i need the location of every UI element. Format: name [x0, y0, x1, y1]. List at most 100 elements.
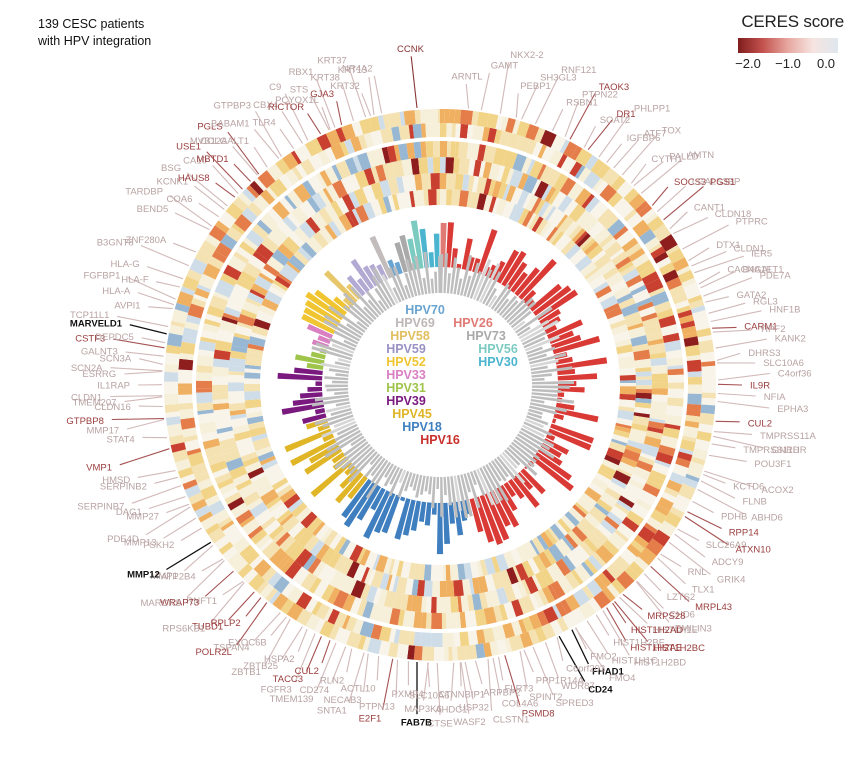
integration-bar	[476, 468, 495, 506]
ceres-heat-cell	[575, 148, 593, 167]
ceres-heat-cell	[399, 111, 406, 126]
ceres-heat-cell	[249, 555, 264, 569]
ceres-heat-cell	[560, 239, 577, 256]
ceres-heat-cell	[546, 226, 559, 242]
hpv-patient-bar	[294, 367, 323, 376]
ceres-heat-cell	[595, 230, 611, 245]
ceres-heat-cell	[444, 109, 450, 124]
integration-bar	[336, 423, 358, 436]
ceres-heat-cell	[282, 152, 299, 171]
ceres-heat-cell	[267, 232, 283, 247]
integration-bar	[531, 395, 575, 404]
integration-bar	[523, 421, 553, 437]
ceres-heat-cell	[301, 241, 317, 259]
ceres-heat-cell	[654, 459, 671, 468]
integration-bar	[493, 289, 512, 312]
ceres-heat-cell	[328, 220, 342, 238]
gene-label: CUL2	[295, 666, 319, 677]
gene-label: BEND5	[137, 204, 169, 215]
ceres-heat-cell	[631, 253, 650, 268]
hpv-patient-bar	[317, 335, 331, 345]
ceres-heat-cell	[599, 184, 617, 203]
hpv-center-label: HPV70	[405, 303, 445, 317]
ceres-heat-cell	[531, 536, 546, 554]
gene-label: CBX4	[253, 100, 278, 111]
ceres-heat-cell	[330, 200, 344, 218]
hpv-patient-bar	[492, 260, 506, 282]
ceres-heat-cell	[503, 550, 517, 569]
ceres-heat-cell	[290, 206, 309, 225]
ceres-heat-cell	[516, 580, 528, 598]
hpv-patient-bar	[550, 423, 594, 444]
integration-bar	[508, 444, 535, 468]
ceres-heat-cell	[516, 120, 530, 138]
gene-leader-line	[691, 250, 727, 267]
ceres-heat-cell	[623, 188, 639, 204]
ceres-heat-cell	[372, 587, 382, 605]
gene-label: EPHA3	[777, 404, 808, 415]
ceres-heat-cell	[396, 643, 409, 660]
ceres-heat-cell	[667, 365, 684, 370]
gene-label: STS	[290, 85, 308, 96]
ceres-heat-cell	[467, 158, 476, 176]
ceres-heat-cell	[245, 357, 262, 367]
integration-bar	[515, 436, 539, 454]
ceres-heat-cell	[178, 358, 194, 371]
ceres-heat-cell	[635, 459, 654, 473]
ceres-heat-cell	[592, 281, 609, 294]
ceres-heat-cell	[580, 561, 595, 577]
ceres-heat-cell	[344, 211, 356, 228]
ceres-heat-cell	[534, 570, 550, 589]
ceres-heat-cell	[421, 123, 427, 138]
hpv-patient-bar	[314, 289, 347, 316]
ceres-heat-cell	[414, 109, 422, 125]
integration-bar	[443, 476, 447, 496]
hpv-patient-bar	[531, 456, 574, 492]
ceres-heat-cell	[219, 482, 237, 495]
integration-bar	[488, 462, 502, 482]
ceres-heat-cell	[425, 123, 431, 138]
ceres-heat-cell	[288, 231, 305, 248]
ceres-heat-cell	[596, 163, 611, 179]
ceres-heat-cell	[423, 189, 429, 206]
gene-label: IGFBP6	[627, 133, 661, 144]
integration-bar	[450, 476, 459, 518]
hpv-patient-bar	[424, 502, 432, 526]
ceres-heat-cell	[342, 593, 356, 612]
hpv-patient-bar	[539, 308, 561, 325]
ceres-heat-cell	[572, 504, 587, 518]
hpv-patient-bar	[304, 447, 343, 475]
ceres-heat-cell	[198, 340, 216, 352]
ceres-heat-cell	[231, 283, 251, 300]
ceres-heat-cell	[239, 544, 254, 558]
ceres-heat-cell	[592, 551, 607, 567]
ceres-heat-cell	[479, 592, 489, 610]
ceres-heat-cell	[179, 352, 194, 361]
ceres-heat-cell	[518, 618, 527, 634]
gene-label: GRIK4	[717, 574, 746, 585]
ceres-heat-cell	[237, 563, 253, 579]
ceres-heat-cell	[401, 175, 410, 193]
ceres-heat-cell	[601, 167, 620, 187]
ceres-heat-cell	[469, 561, 480, 579]
ceres-heat-cell	[512, 565, 522, 582]
ceres-heat-cell	[352, 155, 363, 173]
ceres-heat-cell	[637, 526, 656, 544]
ceres-heat-cell	[341, 193, 356, 212]
ceres-heat-cell	[529, 539, 540, 556]
gene-label: FLRT3	[505, 684, 534, 695]
gene-leader-line	[651, 186, 669, 206]
ceres-heat-cell	[218, 541, 234, 555]
ceres-heat-cell	[213, 412, 231, 420]
ceres-heat-cell	[568, 203, 587, 223]
ceres-heat-cell	[465, 644, 478, 660]
ceres-heat-cell	[607, 313, 625, 326]
ceres-heat-cell	[246, 497, 264, 511]
ceres-heat-cell	[242, 548, 260, 565]
ceres-heat-cell	[588, 506, 607, 524]
ceres-heat-cell	[449, 564, 459, 581]
ceres-heat-cell	[651, 373, 668, 383]
ceres-heat-cell	[687, 376, 702, 385]
ceres-heat-cell	[626, 510, 644, 527]
ceres-heat-cell	[254, 508, 274, 527]
